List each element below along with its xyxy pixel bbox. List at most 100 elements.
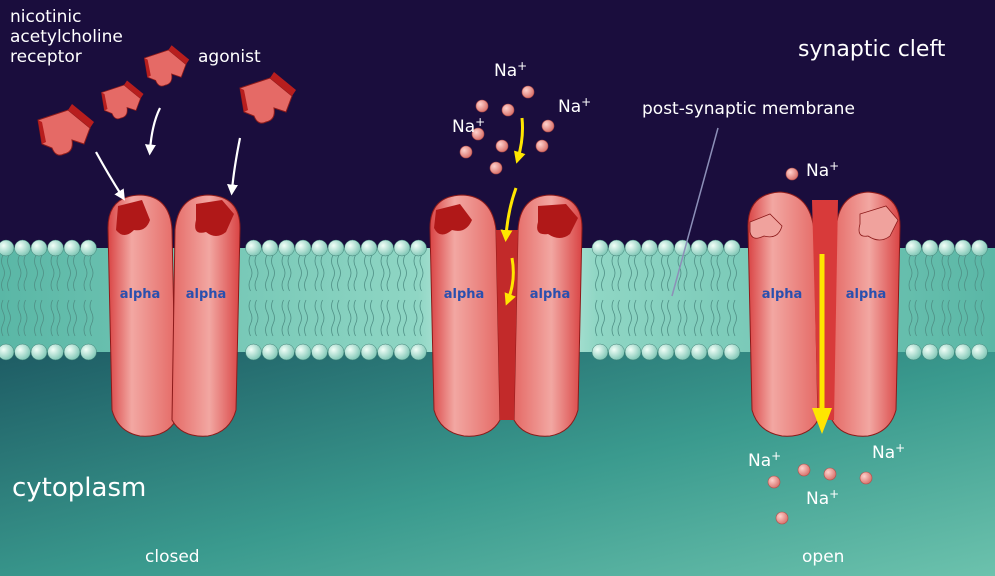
lipid-tail <box>298 254 308 292</box>
lipid-tail <box>925 299 935 337</box>
svg-text:Na+: Na+ <box>806 159 839 181</box>
lipid-head <box>47 343 64 361</box>
lipid-head <box>938 239 955 257</box>
na-text: Na <box>452 117 475 137</box>
plus-sign: + <box>517 59 527 73</box>
lipid-head <box>971 239 988 257</box>
lipid-head <box>261 343 279 361</box>
lipid-head <box>641 343 658 361</box>
lipid-tail <box>17 254 28 292</box>
lipid-tail <box>1 254 11 292</box>
lipid-head <box>608 343 625 361</box>
svg-text:Na+: Na+ <box>872 441 905 463</box>
na-label: Na+ <box>748 449 781 471</box>
lipid-head <box>921 343 939 361</box>
agonist-label: agonist <box>198 47 261 67</box>
lipid-head <box>971 343 988 361</box>
na-label: Na+ <box>494 59 527 81</box>
na-ion <box>541 119 555 133</box>
lipid-tail <box>50 254 61 292</box>
lipid-head <box>674 343 691 361</box>
binding-site-right <box>537 204 578 238</box>
svg-text:Na+: Na+ <box>494 59 527 81</box>
lipid-tail <box>83 254 94 292</box>
lipid-head <box>327 343 345 361</box>
svg-text:Na+: Na+ <box>806 487 839 509</box>
lipid-tail <box>67 254 77 292</box>
lipid-tail <box>314 299 325 337</box>
ion-flow-arrowhead <box>812 408 832 434</box>
lipid-tail <box>380 254 391 292</box>
na-label: Na+ <box>452 115 485 137</box>
lipid-head <box>954 239 972 257</box>
lipid-head <box>360 239 378 257</box>
lipid-head <box>14 239 31 257</box>
lipid-head <box>294 343 312 361</box>
lipid-tail <box>677 299 688 337</box>
na-ion <box>475 99 489 113</box>
post-synaptic-membrane-label: post-synaptic membrane <box>642 99 855 119</box>
na-ion <box>823 467 837 481</box>
na-ion <box>785 167 799 181</box>
lipid-head <box>393 343 411 361</box>
lipid-head <box>245 343 262 361</box>
lipid-tail <box>413 299 424 337</box>
svg-text:Na+: Na+ <box>452 115 485 137</box>
receptor-open: alpha alpha <box>747 191 901 437</box>
ion-flow-arrow <box>500 187 518 242</box>
na-ion <box>767 475 781 489</box>
lipid-head <box>624 239 642 257</box>
lipid-head <box>591 239 609 257</box>
ion-flow-arrow <box>504 257 516 306</box>
lipid-tail <box>380 299 391 337</box>
lipid-tail <box>644 254 655 292</box>
lipid-head <box>14 343 31 361</box>
lipid-tail <box>644 299 655 337</box>
lipid-heads <box>0 239 988 361</box>
na-label: Na+ <box>558 95 591 117</box>
lipid-head <box>47 239 64 257</box>
lipid-head <box>723 343 741 361</box>
lipid-head <box>261 239 279 257</box>
lipid-tail <box>661 299 671 337</box>
lipid-tail <box>710 299 721 337</box>
lipid-tail <box>331 254 341 292</box>
lipid-tail <box>694 254 704 292</box>
lipid-tail <box>925 254 935 292</box>
lipid-tail <box>694 299 704 337</box>
lipid-tail <box>298 299 308 337</box>
lipid-head <box>905 343 922 361</box>
lipid-tail <box>908 299 919 337</box>
na-ion <box>501 103 515 117</box>
lipid-head <box>410 239 427 257</box>
binding-arrow <box>227 137 242 196</box>
lipid-head <box>657 239 675 257</box>
closed-state-label: closed <box>145 547 200 567</box>
na-label: Na+ <box>806 159 839 181</box>
lipid-tail <box>265 299 275 337</box>
na-text: Na <box>806 161 829 181</box>
receptor-label-line1: nicotinic <box>10 7 81 27</box>
lipid-head <box>245 239 262 257</box>
alpha-label: alpha <box>186 287 227 302</box>
na-ion <box>489 161 503 175</box>
lipid-tail <box>281 299 292 337</box>
lipid-head <box>278 343 295 361</box>
lipid-tail <box>628 254 638 292</box>
na-label: Na+ <box>872 441 905 463</box>
bound-agonist-left <box>749 213 783 239</box>
alpha-subunit-right <box>513 194 583 437</box>
lipid-tail <box>34 254 44 292</box>
na-ion <box>859 471 873 485</box>
binding-site-left <box>434 204 472 235</box>
lipid-head <box>393 239 411 257</box>
alpha-subunit-right <box>171 194 241 437</box>
na-ion <box>535 139 549 153</box>
alpha-label: alpha <box>762 287 803 302</box>
lipid-head <box>938 343 955 361</box>
na-text: Na <box>558 97 581 117</box>
na-label: Na+ <box>806 487 839 509</box>
lipid-tail <box>34 299 44 337</box>
lipid-tail <box>941 299 952 337</box>
lipid-head <box>30 239 48 257</box>
